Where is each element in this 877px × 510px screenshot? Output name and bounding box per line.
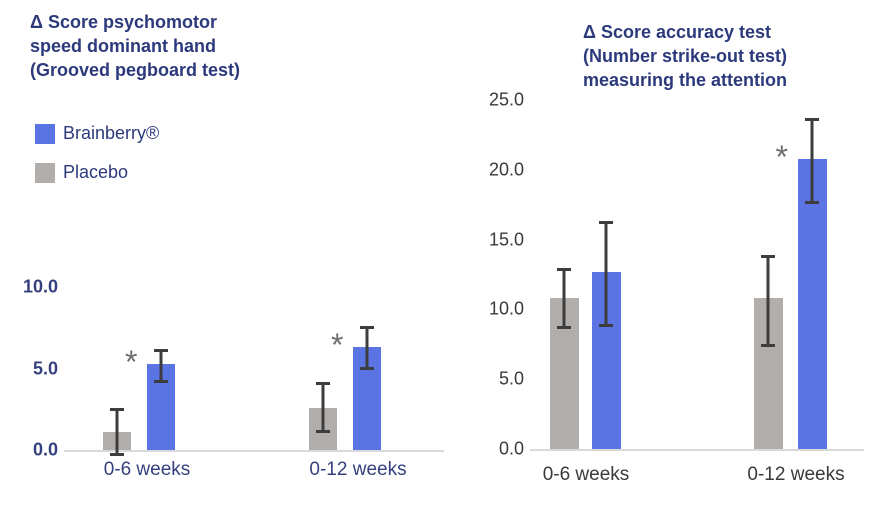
x-axis-line xyxy=(64,450,444,452)
error-bar-cap-bottom xyxy=(316,430,330,434)
brainberry-bar xyxy=(797,158,827,449)
significance-asterisk: * xyxy=(775,138,788,175)
chart-title: Δ Score accuracy test (Number strike-out … xyxy=(583,20,787,92)
y-tick-label: 5.0 xyxy=(32,358,58,378)
x-category-label: 0-12 weeks xyxy=(309,459,407,480)
x-category-label: 0-6 weeks xyxy=(103,459,191,480)
error-bar-whisker xyxy=(604,221,608,327)
legend-item: Placebo xyxy=(35,162,128,183)
y-tick-label: 0.0 xyxy=(32,439,58,460)
error-bar-cap-top xyxy=(316,381,330,385)
error-bar-cap-bottom xyxy=(805,201,819,205)
legend-swatch xyxy=(35,162,55,183)
error-bar-cap-top xyxy=(761,254,775,258)
error-bar-whisker xyxy=(115,407,119,455)
chart-title-line: Δ Score psychomotor xyxy=(30,12,217,32)
error-bar-cap-top xyxy=(360,326,374,330)
error-bar-cap-bottom xyxy=(360,366,374,370)
y-tick-label: 20.0 xyxy=(488,159,524,180)
significance-asterisk: * xyxy=(331,327,344,364)
legend-label: Placebo xyxy=(63,162,129,182)
chart-title-line: speed dominant hand xyxy=(30,36,217,56)
chart-title-line: (Grooved pegboard test) xyxy=(30,60,241,80)
chart-title-line: measuring the attention xyxy=(583,70,788,90)
chart-title: Δ Score psychomotor speed dominant hand (G… xyxy=(30,10,240,82)
x-category-label: 0-12 weeks xyxy=(747,464,845,485)
error-bar-whisker xyxy=(159,348,163,382)
y-tick-label: 10.0 xyxy=(488,298,524,319)
error-bar-whisker xyxy=(810,118,814,204)
x-category-label: 0-6 weeks xyxy=(542,464,630,485)
y-tick-label: 5.0 xyxy=(498,368,524,389)
y-tick-label: 10.0 xyxy=(22,276,58,297)
y-tick-label: 25.0 xyxy=(488,89,524,110)
error-bar-cap-bottom xyxy=(599,324,613,328)
legend-label: Brainberry® xyxy=(63,123,160,143)
error-bar-cap-bottom xyxy=(110,452,124,456)
chart-title-line: (Number strike-out test) xyxy=(583,46,788,66)
error-bar-cap-top xyxy=(154,348,168,352)
error-bar-cap-top xyxy=(110,407,124,411)
error-bar-whisker xyxy=(321,381,325,433)
error-bar-cap-top xyxy=(557,267,571,271)
error-bar-cap-bottom xyxy=(761,343,775,347)
y-tick-label: 15.0 xyxy=(488,229,524,250)
error-bar-whisker xyxy=(766,254,770,346)
error-bar-cap-top xyxy=(599,221,613,225)
chart-title-line: Δ Score accuracy test xyxy=(583,22,772,42)
significance-asterisk: * xyxy=(125,343,138,380)
error-bar-cap-bottom xyxy=(154,379,168,383)
error-bar-cap-top xyxy=(805,118,819,122)
legend-item: Brainberry® xyxy=(35,123,159,144)
error-bar-whisker xyxy=(562,267,566,328)
y-tick-label: 0.0 xyxy=(498,438,524,459)
x-axis-line xyxy=(530,449,864,451)
legend-swatch xyxy=(35,123,55,144)
error-bar-cap-bottom xyxy=(557,325,571,329)
error-bar-whisker xyxy=(365,326,369,369)
